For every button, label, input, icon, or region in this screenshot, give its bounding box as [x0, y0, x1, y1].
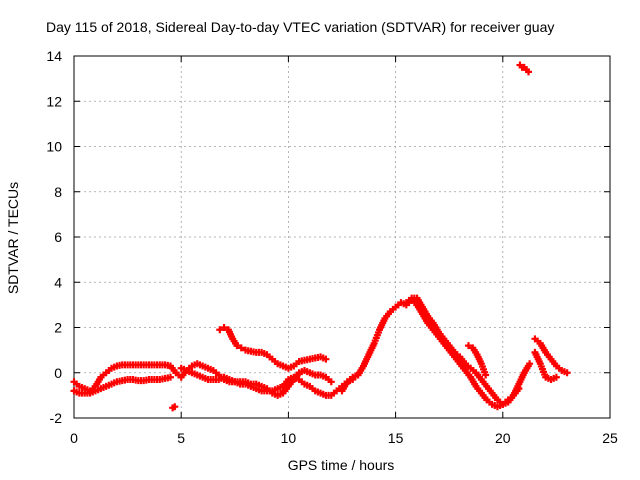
x-axis-title: GPS time / hours — [288, 457, 395, 473]
x-tick-label: 25 — [602, 430, 618, 446]
data-point — [563, 369, 571, 377]
y-axis-title: SDTVAR / TECUs — [5, 182, 21, 294]
chart-title: Day 115 of 2018, Sidereal Day-to-day VTE… — [46, 19, 554, 35]
data-point — [166, 373, 174, 381]
data-point — [526, 360, 534, 368]
y-tick-label: 6 — [54, 229, 62, 245]
y-tick-label: 14 — [46, 48, 62, 64]
grid-lines — [74, 56, 610, 418]
data-point — [515, 385, 523, 393]
data-point — [327, 378, 335, 386]
x-tick-label: 20 — [495, 430, 511, 446]
data-point — [237, 344, 245, 352]
data-point — [525, 68, 533, 76]
x-tick-label: 5 — [177, 430, 185, 446]
data-point — [464, 342, 472, 350]
data-point — [552, 373, 560, 381]
data-point — [322, 355, 330, 363]
x-tick-label: 0 — [70, 430, 78, 446]
data-point — [233, 342, 241, 350]
x-tick-label: 15 — [388, 430, 404, 446]
y-tick-label: 8 — [54, 184, 62, 200]
x-tick-label: 10 — [281, 430, 297, 446]
data-point — [171, 403, 179, 411]
data-point — [216, 326, 224, 334]
y-tick-label: 12 — [46, 93, 62, 109]
data-point — [220, 324, 228, 331]
y-tick-label: 10 — [46, 139, 62, 155]
y-tick-label: -2 — [50, 410, 63, 426]
y-tick-label: 0 — [54, 365, 62, 381]
y-tick-label: 2 — [54, 320, 62, 336]
data-points — [70, 61, 571, 412]
data-point — [482, 371, 490, 379]
y-tick-label: 4 — [54, 274, 62, 290]
axis-ticks: 0 5 10 15 20 25 -2 0 2 4 6 8 10 12 14 — [46, 48, 618, 446]
